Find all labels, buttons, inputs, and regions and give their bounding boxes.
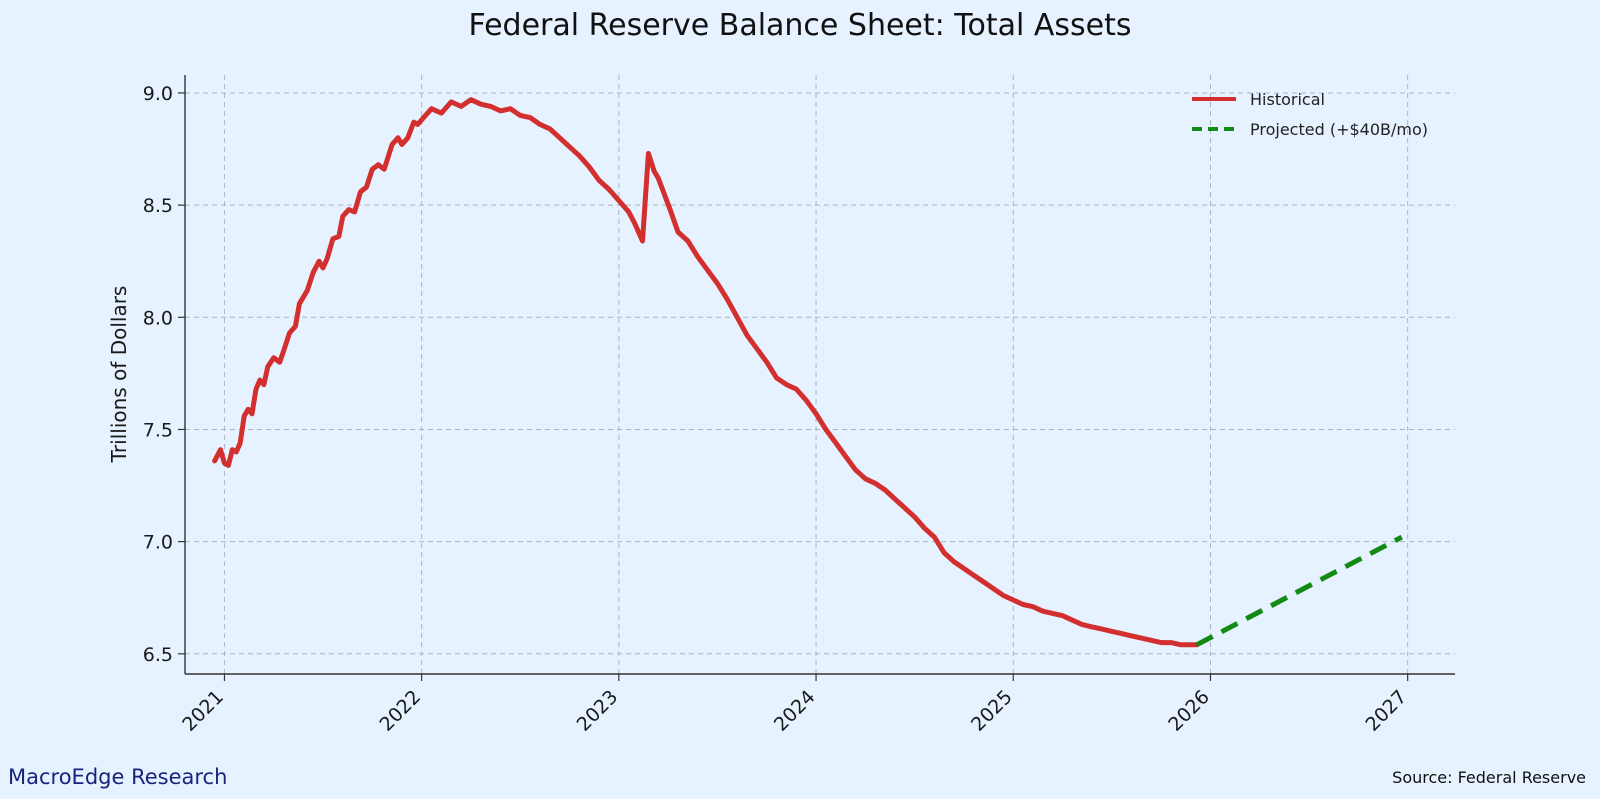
x-tick-label: 2023 bbox=[573, 686, 623, 736]
source-label: Source: Federal Reserve bbox=[1392, 768, 1586, 787]
y-tick-label: 7.5 bbox=[143, 419, 173, 441]
x-tick-label: 2026 bbox=[1164, 686, 1214, 736]
x-tick-label: 2022 bbox=[375, 686, 425, 736]
y-ticks: 6.5 7.0 7.5 8.0 8.5 9.0 bbox=[143, 83, 185, 666]
y-tick-label: 8.5 bbox=[143, 195, 173, 217]
series-line-projected bbox=[1195, 534, 1403, 648]
legend-label-projected: Projected (+$40B/mo) bbox=[1250, 120, 1428, 139]
y-tick-label: 8.0 bbox=[143, 307, 173, 329]
legend: Historical Projected (+$40B/mo) bbox=[1192, 90, 1428, 139]
series-layer bbox=[212, 97, 1403, 648]
x-tick-label: 2027 bbox=[1361, 686, 1411, 736]
grid-lines bbox=[185, 75, 1455, 674]
legend-label-historical: Historical bbox=[1250, 90, 1325, 109]
axes bbox=[184, 75, 1455, 675]
x-ticks: 2021 2022 2023 2024 2025 2026 2027 bbox=[178, 674, 1411, 736]
brand-label: MacroEdge Research bbox=[8, 765, 228, 789]
x-tick-label: 2021 bbox=[178, 686, 228, 736]
y-tick-label: 9.0 bbox=[143, 83, 173, 105]
y-tick-label: 7.0 bbox=[143, 532, 173, 554]
x-tick-label: 2024 bbox=[770, 686, 820, 736]
chart-title: Federal Reserve Balance Sheet: Total Ass… bbox=[468, 8, 1132, 43]
y-tick-label: 6.5 bbox=[143, 644, 173, 666]
x-tick-label: 2025 bbox=[967, 686, 1017, 736]
y-axis-label: Trillions of Dollars bbox=[107, 286, 131, 464]
series-line-historical bbox=[212, 97, 1200, 648]
